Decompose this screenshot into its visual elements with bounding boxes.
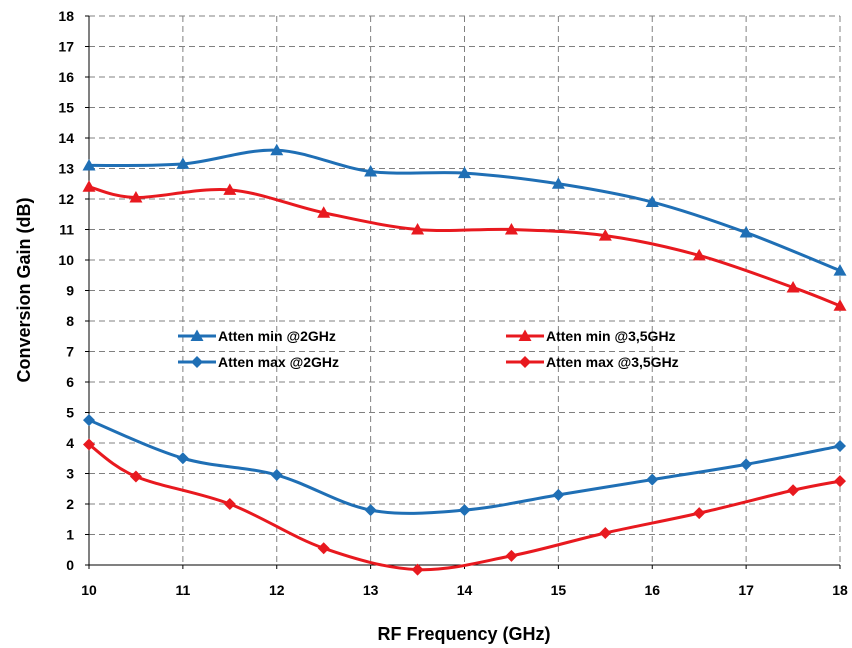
data-point [223,498,236,510]
data-point [834,440,846,453]
data-point [833,299,847,311]
data-point [364,165,378,177]
y-tick-label: 18 [58,8,74,24]
y-tick-label: 8 [66,313,74,329]
data-point [270,469,283,482]
y-tick-label: 11 [59,222,74,238]
x-tick-label: 10 [81,582,97,598]
data-point [176,452,189,465]
legend-swatch-marker [519,356,531,368]
y-tick-label: 17 [58,39,74,55]
x-tick-label: 12 [269,582,285,598]
legend-item: Atten min @3,5GHz [506,328,676,344]
series-1 [82,143,847,276]
x-tick-label: 16 [644,582,660,598]
data-point [83,414,95,427]
grid [89,15,841,565]
x-tick-label: 18 [832,582,848,598]
data-point [551,177,565,189]
series-line [88,185,841,308]
series-2 [83,414,846,517]
series-layer [82,143,847,576]
y-tick-label: 0 [66,557,74,573]
legend-label: Atten min @2GHz [218,328,336,344]
x-tick-label: 11 [175,582,190,598]
data-point [646,473,659,486]
x-tick-label: 14 [457,582,473,598]
series-3 [82,180,847,311]
data-point [270,143,284,156]
data-point [223,183,237,195]
y-tick-label: 6 [66,374,74,390]
data-point [129,190,143,203]
y-tick-label: 7 [66,344,74,360]
data-point [740,458,753,471]
series-line [88,443,841,572]
x-tick-label: 13 [363,582,379,598]
legend-swatch-marker [191,356,203,368]
legend-label: Atten min @3,5GHz [546,328,676,344]
y-tick-label: 5 [66,405,74,421]
y-tick-label: 3 [66,466,74,482]
y-tick-label: 2 [66,496,74,512]
data-point [458,166,471,179]
data-point [834,475,846,488]
legend: Atten min @2GHz Atten max @2GHz Atten min … [178,328,679,370]
data-point [411,563,424,576]
data-point [645,195,659,208]
y-tick-label: 13 [58,161,74,177]
legend-swatch-marker [518,329,532,341]
y-tick-label: 15 [58,100,74,116]
y-tick-label: 9 [66,283,74,299]
data-point [598,229,612,241]
legend-item: Atten max @2GHz [178,354,339,370]
y-tick-label: 4 [66,435,74,451]
y-axis-title: Conversion Gain (dB) [14,197,34,382]
data-point [693,507,706,520]
data-point [83,438,95,451]
data-point [364,504,377,517]
data-point [317,542,330,555]
data-point [505,549,518,562]
data-point [82,158,96,171]
data-point [82,180,96,192]
legend-swatch-marker [190,329,204,341]
series-4 [83,438,846,576]
y-tick-label: 14 [58,130,74,146]
y-tick-label: 1 [66,527,74,543]
data-point [552,488,565,501]
y-tick-label: 12 [58,191,74,207]
x-tick-label: 15 [551,582,567,598]
data-point [176,157,190,169]
x-axis-title: RF Frequency (GHz) [377,624,550,644]
legend-item: Atten max @3,5GHz [506,354,679,370]
data-point [599,526,612,539]
data-point [739,226,753,238]
data-point [411,223,425,235]
data-point [786,280,800,293]
data-point [833,264,847,276]
data-point [787,484,800,497]
data-point [317,206,331,218]
data-point [692,248,706,261]
data-point [458,504,471,517]
legend-label: Atten max @2GHz [218,354,339,370]
legend-item: Atten min @2GHz [178,328,336,344]
x-tick-label: 17 [738,582,754,598]
y-tick-label: 10 [58,252,74,268]
legend-label: Atten max @3,5GHz [546,354,679,370]
axes [85,15,841,569]
data-point [504,223,518,235]
data-point [129,470,142,483]
y-tick-label: 16 [58,69,74,85]
